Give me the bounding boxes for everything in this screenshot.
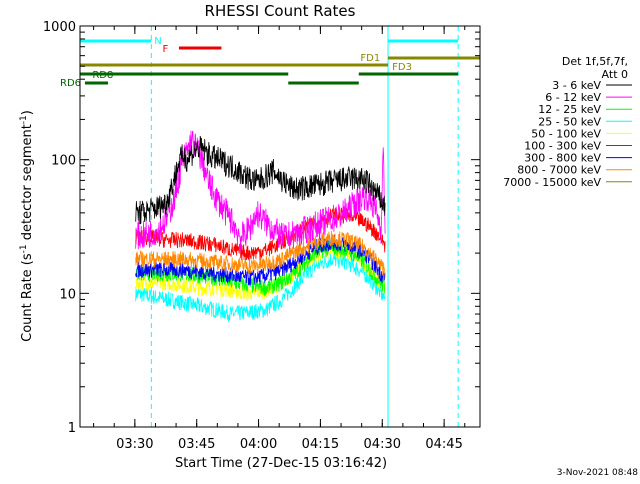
flag-label-4: FD3: [392, 62, 412, 73]
x-tick-label-3: 04:15: [302, 437, 339, 452]
legend-label-6: 300 - 800 keV: [524, 152, 601, 165]
legend-label-5: 100 - 300 keV: [524, 140, 601, 153]
x-tick-label-5: 04:45: [425, 437, 462, 452]
plot-area: NF FD1 FD3 RD8 RD6: [60, 26, 480, 427]
legend-label-8: 7000 - 15000 keV: [503, 176, 601, 189]
series-line-7: [135, 230, 386, 278]
x-tick-label-0: 03:30: [116, 437, 153, 452]
y-tick-label-1: 10: [59, 287, 76, 302]
x-tick-label-4: 04:30: [364, 437, 401, 452]
legend-label-0: 3 - 6 keV: [552, 79, 601, 92]
y-axis-label: Count Rate (s-1 detector segment-1): [19, 110, 35, 342]
legend-label-4: 50 - 100 keV: [531, 127, 601, 140]
flag-label-6: RD6: [60, 78, 81, 89]
y-tick-label-2: 100: [51, 154, 76, 169]
y-tick-label-3: 1000: [43, 20, 76, 35]
flag-label-0: N: [154, 36, 161, 47]
legend-label-2: 12 - 25 keV: [538, 103, 601, 116]
series-line-6: [135, 234, 386, 286]
legend-label-3: 25 - 50 keV: [538, 115, 601, 128]
x-tick-label-2: 04:00: [240, 437, 277, 452]
flag-label-2: F: [162, 44, 168, 55]
y-tick-label-0: 1: [68, 421, 76, 436]
footer-timestamp: 3-Nov-2021 08:48: [557, 468, 639, 478]
legend-label-7: 800 - 7000 keV: [517, 164, 601, 177]
legend-header-line-2: Att 0: [602, 68, 628, 81]
flag-label-5: RD8: [92, 70, 113, 81]
legend-label-1: 6 - 12 keV: [545, 91, 601, 104]
series-line-5: [135, 207, 386, 261]
legend-header-line-1: Det 1f,5f,7f,: [562, 55, 628, 68]
x-axis-label: Start Time (27-Dec-15 03:16:42): [175, 456, 387, 471]
y-axis: 1 10 100 1000: [43, 20, 480, 436]
series-line-1: [135, 130, 386, 252]
x-tick-label-1: 03:45: [178, 437, 215, 452]
x-axis: 03:30 03:45 04:00 04:15 04:30 04:45: [93, 26, 466, 452]
series-line-0: [135, 135, 386, 225]
flag-label-3: FD1: [360, 53, 380, 64]
chart-title: RHESSI Count Rates: [205, 2, 356, 20]
series-line-3: [135, 252, 386, 322]
plot-frame: [79, 25, 481, 428]
